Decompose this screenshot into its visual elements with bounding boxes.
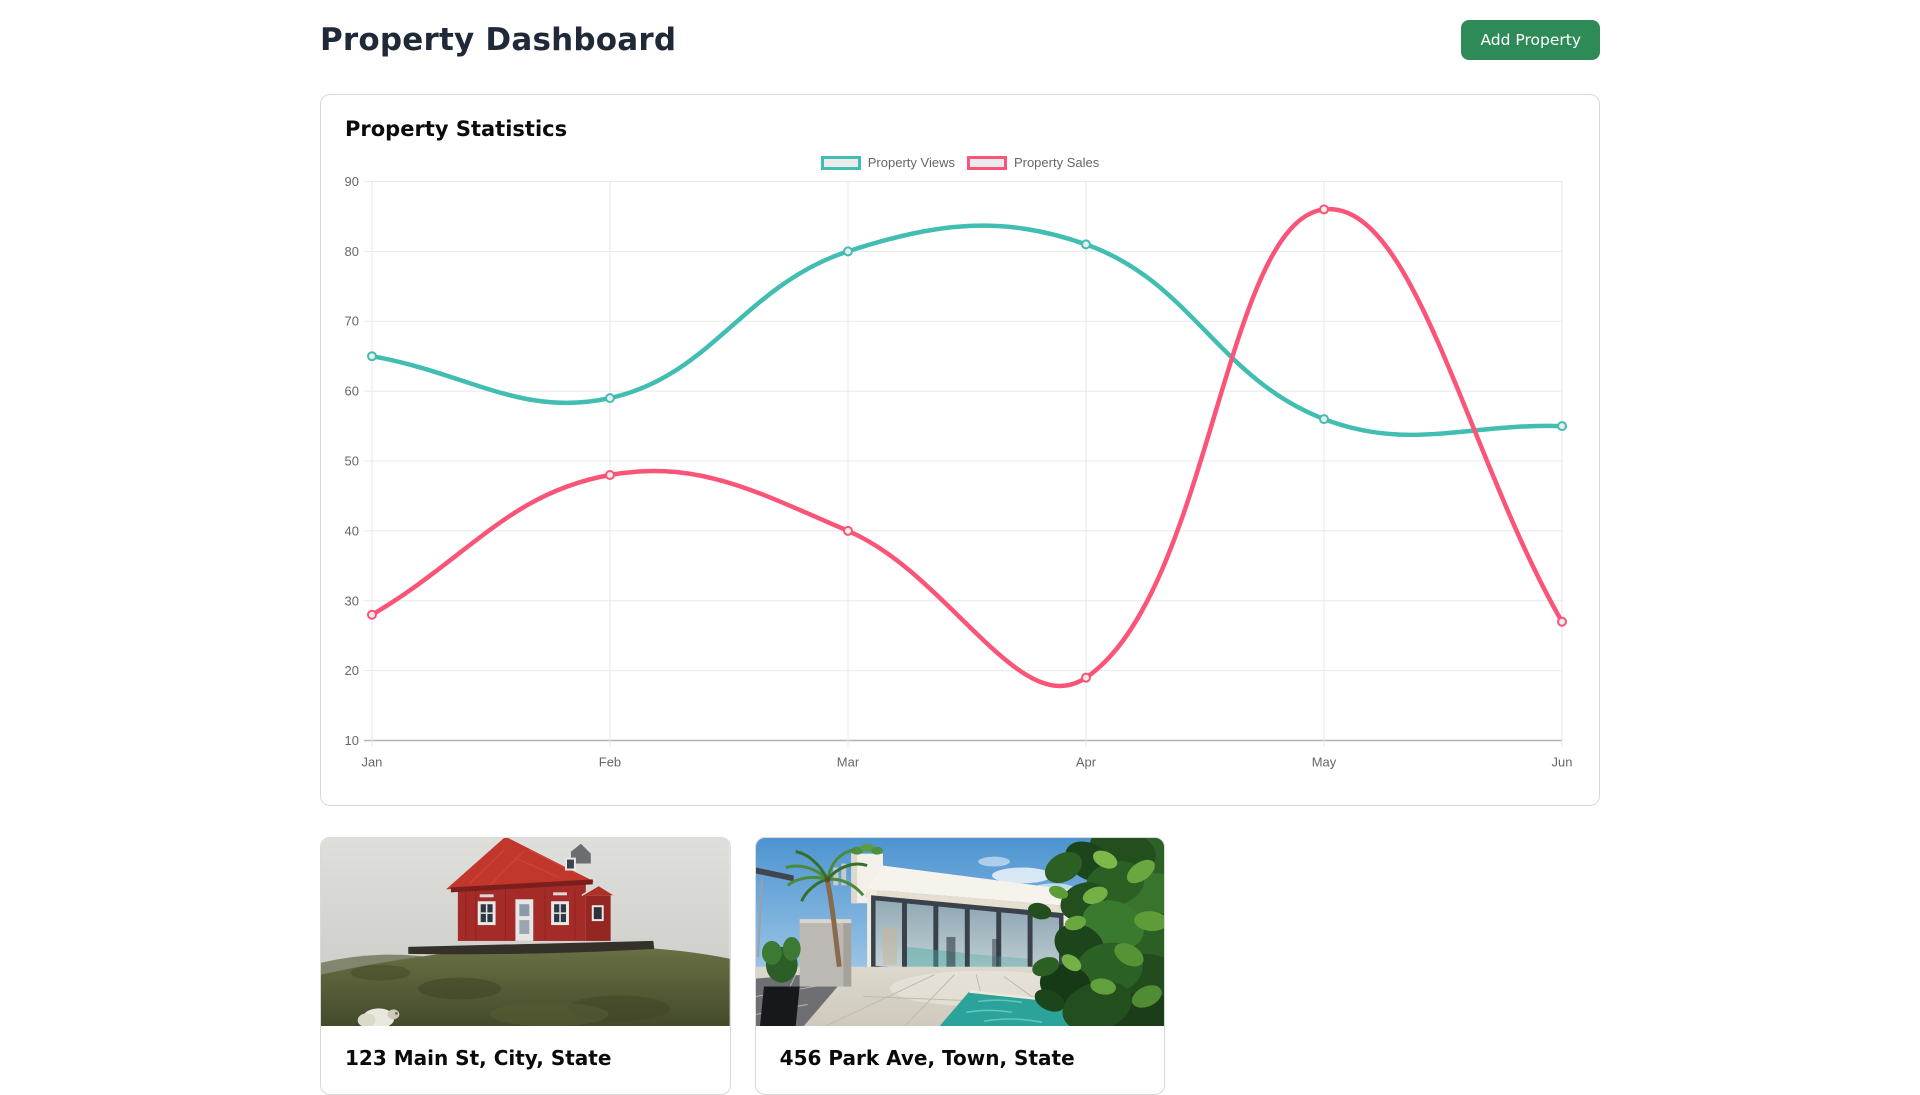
- property-cards: 123 Main St, City, State: [320, 837, 1600, 1095]
- add-property-button[interactable]: Add Property: [1461, 20, 1600, 60]
- red-house: [445, 838, 615, 941]
- page-header: Property Dashboard Add Property: [320, 0, 1600, 60]
- foreground-bush: [1027, 838, 1165, 1026]
- villa-building: [833, 843, 1098, 984]
- palm-tree: [785, 848, 868, 968]
- planter-plant: [759, 936, 801, 1026]
- legend-item-property-views[interactable]: Property Views: [820, 155, 955, 170]
- legend-item-property-sales[interactable]: Property Sales: [966, 155, 1100, 170]
- property-address: 123 Main St, City, State: [345, 1046, 612, 1070]
- statistics-chart-area: Property Views Property Sales 10 20 30 40 50 6…: [345, 145, 1575, 793]
- front-door: [515, 899, 534, 941]
- property-address: 456 Park Ave, Town, State: [779, 1046, 1075, 1070]
- swimming-pool: [939, 990, 1093, 1026]
- property-card-body: 123 Main St, City, State: [321, 1026, 730, 1094]
- property-card-body: 456 Park Ave, Town, State: [756, 1026, 1165, 1094]
- chart-legend: Property Views Property Sales: [345, 155, 1575, 170]
- x-tick-label: May: [1312, 755, 1337, 770]
- y-tick-label: 90: [345, 174, 359, 189]
- data-point: [1081, 239, 1091, 250]
- page-title: Property Dashboard: [320, 22, 677, 58]
- street-lamp: [755, 867, 794, 957]
- y-tick-label: 60: [345, 384, 359, 399]
- data-point: [366, 351, 377, 362]
- property-card-123-main-st[interactable]: 123 Main St, City, State: [320, 837, 731, 1095]
- x-tick-label: Jun: [1552, 755, 1573, 770]
- legend-swatch-property-views: [820, 155, 861, 170]
- red-roof: [445, 838, 597, 890]
- series-property-views: [366, 223, 1568, 438]
- data-point: [1557, 616, 1568, 627]
- statistics-chart: 10 20 30 40 50 60 70 80 90 Jan Feb Mar Apr May Jun: [345, 174, 1572, 770]
- empty-grid-cell: [1189, 837, 1600, 1095]
- data-point: [366, 609, 377, 620]
- sheep: [357, 1008, 400, 1026]
- stone-wall: [408, 940, 655, 955]
- property-photo-red-house: [321, 838, 730, 1026]
- property-photo-modern-villa: [755, 838, 1165, 1026]
- y-tick-label: 40: [345, 523, 359, 538]
- legend-swatch-property-sales: [966, 155, 1007, 170]
- data-point: [1319, 414, 1329, 425]
- data-point: [1081, 672, 1091, 683]
- y-tick-label: 80: [345, 244, 359, 259]
- property-statistics-card: Property Statistics Property Views Proper…: [320, 94, 1600, 806]
- data-point: [842, 525, 853, 536]
- x-tick-label: Jan: [361, 755, 382, 770]
- y-tick-label: 70: [345, 314, 359, 329]
- series-line-property-views: [369, 223, 1565, 438]
- y-tick-label: 30: [345, 593, 359, 608]
- y-tick-label: 10: [345, 733, 359, 748]
- concrete-wall: [799, 919, 851, 987]
- data-point: [604, 469, 615, 480]
- x-tick-label: Apr: [1076, 755, 1097, 770]
- chart-grid: 10 20 30 40 50 60 70 80 90 Jan Feb Mar Apr May Jun: [345, 174, 1572, 770]
- data-point: [1319, 204, 1329, 215]
- data-point: [842, 246, 853, 257]
- series-line-property-sales: [369, 207, 1565, 688]
- legend-label: Property Sales: [1013, 155, 1100, 170]
- property-card-456-park-ave[interactable]: 456 Park Ave, Town, State: [754, 837, 1166, 1095]
- x-tick-label: Mar: [837, 755, 860, 770]
- front-windows: [477, 901, 569, 926]
- series-property-sales: [366, 204, 1568, 688]
- x-tick-label: Feb: [599, 755, 621, 770]
- statistics-title: Property Statistics: [345, 117, 568, 141]
- data-point: [1557, 421, 1568, 432]
- data-point: [604, 393, 615, 404]
- dashboard-page: Property Dashboard Add Property Property…: [320, 0, 1600, 1095]
- grassy-hill: [321, 945, 730, 1026]
- y-tick-label: 50: [345, 454, 359, 469]
- glass-wall: [870, 895, 1064, 984]
- legend-label: Property Views: [867, 155, 955, 170]
- y-tick-label: 20: [345, 663, 359, 678]
